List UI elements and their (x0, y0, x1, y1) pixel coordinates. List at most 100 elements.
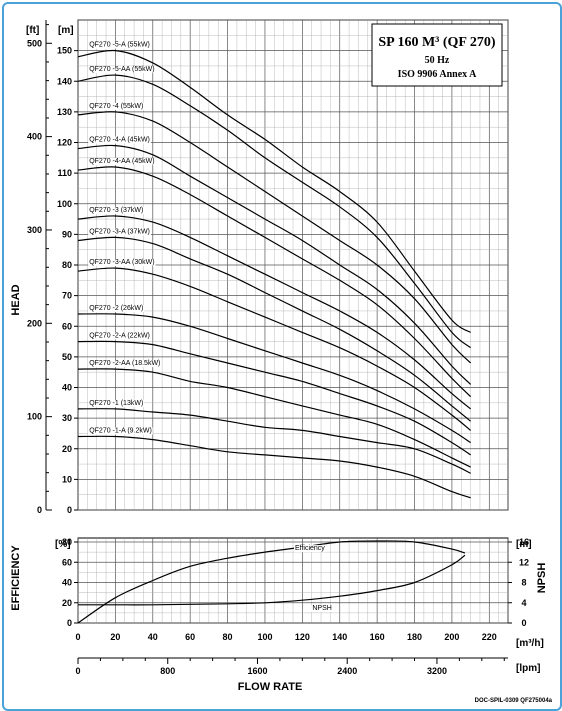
head-curve-label-bg (88, 41, 151, 49)
tick-label-m3h: 60 (185, 632, 195, 642)
tick-label-lpm: 1600 (247, 666, 267, 676)
efficiency-unit: [%] (55, 539, 71, 550)
npsh-axis-ticks: 16 12 8 4 0 (508, 537, 529, 628)
npsh-curve (77, 554, 466, 606)
head-unit-ft: [ft] (26, 25, 39, 36)
flow-rate-axis-label: FLOW RATE (238, 681, 303, 693)
head-curve (77, 435, 471, 499)
tick-label-m3h: 140 (332, 632, 347, 642)
flow-lpm-ticks: 0 800 1600 2400 3200 (75, 658, 505, 676)
head-curve (77, 408, 471, 474)
head-curve-label-bg (88, 360, 162, 368)
flow-unit-m3h: [m³/h] (516, 638, 544, 649)
tick-label-m3h: 100 (257, 632, 272, 642)
document-code: DOC-SPIL-0309 QF275004a (475, 698, 553, 704)
head-curve-label: QF270 -1-A (9.2kW) (89, 428, 152, 435)
head-curve (77, 74, 471, 349)
head-curve-label: QF270 -5-A (55kW) (89, 42, 150, 49)
head-curve (77, 340, 471, 456)
tick-label-m: 90 (62, 229, 72, 239)
efficiency-curve-label: Efficiency (295, 545, 325, 552)
tick-label-m: 70 (62, 291, 72, 301)
tick-label-m: 30 (62, 413, 72, 423)
head-unit-m: [m] (58, 25, 74, 36)
tick-label-m: 60 (62, 321, 72, 331)
tick-label-ft: 100 (27, 412, 42, 422)
curve-label-bg (311, 605, 333, 613)
head-curve-label: QF270 -2 (26kW) (89, 305, 143, 312)
tick-label-npsh: 12 (519, 557, 529, 567)
tick-label-m3h: 220 (482, 632, 497, 642)
head-curve-label-bg (88, 207, 145, 214)
tick-label-m: 110 (57, 168, 72, 178)
head-curve-label-bg (88, 66, 156, 74)
chart-title: SP 160 M³ (QF 270) (378, 35, 496, 50)
tick-label-m: 120 (57, 138, 72, 148)
head-curve-label: QF270 -4 (55kW) (89, 103, 143, 110)
head-curve-label: QF270 -2-AA (18.5kW) (89, 360, 160, 367)
head-curve-label: QF270 -3 (37kW) (89, 207, 143, 214)
tick-label-m: 0 (67, 505, 72, 515)
head-curve (77, 166, 472, 398)
head-curves (77, 49, 472, 499)
tick-label-npsh: 8 (521, 578, 526, 588)
head-curve-label: QF270 -1 (13kW) (89, 400, 143, 407)
tick-label-npsh: 0 (521, 618, 526, 628)
head-curve (77, 49, 471, 333)
tick-label-m3h: 0 (75, 632, 80, 642)
head-curve (77, 144, 472, 385)
tick-label-npsh: 4 (521, 598, 526, 608)
head-curve-label-bg (88, 102, 145, 110)
head-curve-labels: QF270 -5-A (55kW) QF270 -5-AA (55kW) QF270… (88, 41, 162, 435)
head-axis-ft-ticks: 500 400 300 200 100 0 (27, 20, 52, 515)
npsh-curve-label: NPSH (312, 605, 331, 612)
head-curve-label-bg (88, 136, 151, 144)
tick-label-npsh: 16 (519, 537, 529, 547)
head-curve-label-bg (88, 305, 145, 312)
head-curve-label-bg (88, 427, 153, 435)
chart-subtitle-standard: ISO 9906 Annex A (398, 69, 477, 80)
tick-label-m: 80 (62, 260, 72, 270)
tick-label-ft: 300 (27, 225, 42, 235)
efficiency-curve (77, 540, 466, 624)
tick-label-efficiency: 40 (62, 578, 72, 588)
tick-label-m: 50 (62, 352, 72, 362)
tick-label-m3h: 20 (110, 632, 120, 642)
head-curve (77, 111, 472, 364)
curve-label-bg (293, 545, 327, 553)
npsh-unit: [m] (516, 539, 532, 550)
tick-label-ft: 200 (27, 318, 42, 328)
tick-label-m: 40 (62, 383, 72, 393)
efficiency-chart-grid (77, 538, 509, 624)
head-curve-label: QF270 -3-AA (30kW) (89, 259, 154, 266)
head-curve-label-bg (88, 228, 151, 236)
tick-label-m3h: 40 (148, 632, 158, 642)
tick-label-m3h: 120 (295, 632, 310, 642)
efficiency-npsh-curves: Efficiency NPSH (77, 540, 466, 624)
tick-label-efficiency: 80 (62, 537, 72, 547)
tick-label-lpm: 3200 (427, 666, 447, 676)
tick-label-efficiency: 0 (67, 618, 72, 628)
tick-label-lpm: 800 (160, 666, 175, 676)
head-curve-label-bg (88, 332, 151, 340)
tick-label-m: 150 (57, 46, 72, 56)
efficiency-axis-ticks: 80 60 40 20 0 (62, 537, 78, 628)
flow-unit-lpm: [lpm] (516, 663, 540, 674)
tick-label-ft: 0 (37, 505, 42, 515)
chart-subtitle-frequency: 50 Hz (425, 55, 450, 66)
efficiency-axis-label: EFFICIENCY (10, 545, 22, 611)
head-curve-label: QF270 -4-AA (45kW) (89, 158, 154, 165)
tick-label-m3h: 180 (407, 632, 422, 642)
tick-label-efficiency: 60 (62, 557, 72, 567)
head-curve (77, 236, 471, 422)
head-curve (77, 215, 471, 410)
head-curve-label-bg (88, 259, 156, 267)
title-box (371, 23, 503, 87)
tick-label-m3h: 160 (370, 632, 385, 642)
tick-label-efficiency: 20 (62, 598, 72, 608)
tick-label-m: 130 (57, 107, 72, 117)
head-curve-label: QF270 -5-AA (55kW) (89, 66, 154, 73)
tick-label-lpm: 2400 (337, 666, 357, 676)
head-curve (77, 267, 471, 431)
